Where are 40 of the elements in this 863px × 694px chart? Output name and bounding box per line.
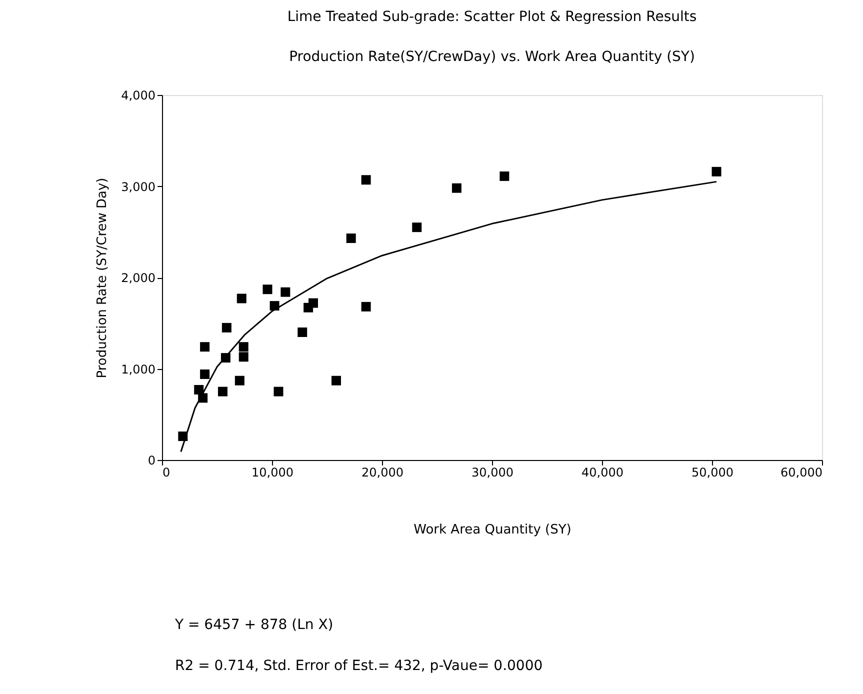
point <box>218 386 228 396</box>
x-tick-label: 20,000 <box>362 466 404 480</box>
text: Y = 6457 + 878 (Ln X) <box>174 617 334 633</box>
line-series <box>180 180 718 453</box>
point <box>236 294 246 304</box>
y-tick-label: 3,000 <box>121 180 156 194</box>
x-tick-label: 50,000 <box>692 466 734 480</box>
text: Production Rate(SY/CrewDay) vs. Work Area Quantity (SY) <box>289 49 695 65</box>
point <box>712 166 722 176</box>
point <box>452 183 462 193</box>
point <box>200 369 210 379</box>
point <box>238 352 248 362</box>
y-axis-title: Production Rate (SY/Crew Day) <box>95 178 110 378</box>
point <box>262 284 272 294</box>
x-tick-label: 0 <box>162 466 170 480</box>
y-tick-label: 2,000 <box>121 271 156 285</box>
point <box>280 287 290 297</box>
text: Lime Treated Sub-grade: Scatter Plot & Regression Results <box>287 9 697 25</box>
point <box>238 342 248 352</box>
point <box>274 386 284 396</box>
y-tick-label: 4,000 <box>121 88 156 102</box>
point <box>234 376 244 386</box>
x-tick-label: 60,000 <box>780 466 822 480</box>
point <box>200 342 210 352</box>
x-tick-label: 40,000 <box>582 466 624 480</box>
point <box>331 376 341 386</box>
y-tick-label: 0 <box>148 454 156 468</box>
point <box>361 175 371 185</box>
text: R2 = 0.714, Std. Error of Est.= 432, p-Vaue= 0.0000 <box>175 658 543 674</box>
point <box>361 302 371 312</box>
point <box>412 222 422 232</box>
point <box>308 298 318 308</box>
point <box>222 322 232 332</box>
x-tick-label: 30,000 <box>472 466 514 480</box>
x-axis-title: Work Area Quantity (SY) <box>414 522 572 538</box>
x-tick-label: 10,000 <box>252 466 294 480</box>
point <box>346 234 356 244</box>
y-tick-label: 1,000 <box>121 362 156 376</box>
point <box>298 328 308 337</box>
point <box>500 171 510 181</box>
